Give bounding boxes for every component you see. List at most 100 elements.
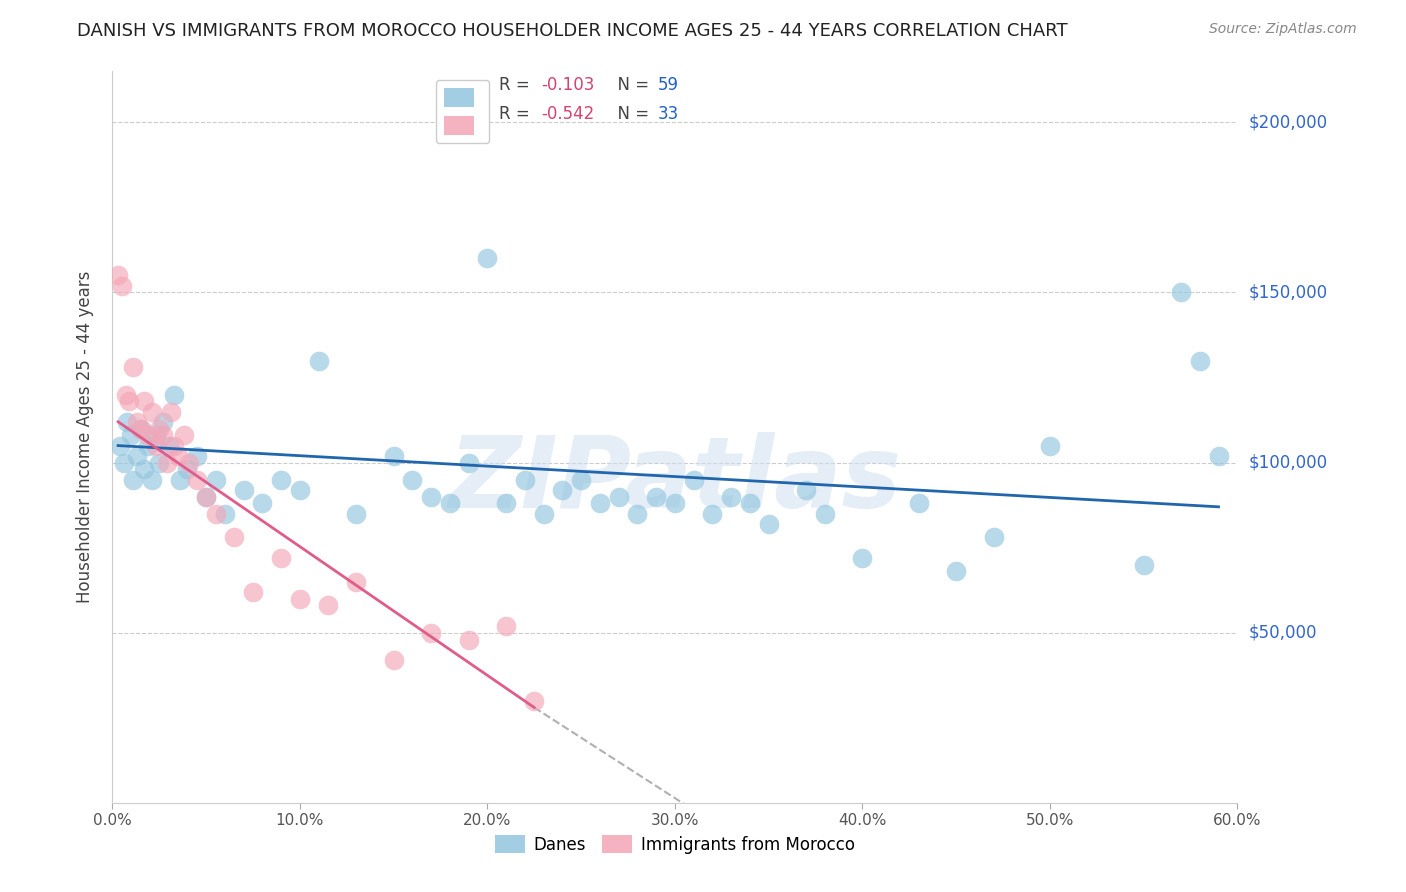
Point [141,404,163,418]
Point [163,439,186,453]
Point [344,507,367,521]
Text: $100,000: $100,000 [1249,454,1327,472]
Point [169,473,191,487]
Point [145,428,167,442]
Text: R =: R = [499,105,536,123]
Point [179,456,201,470]
Point [589,496,612,510]
Point [118,394,141,409]
Point [148,456,170,470]
Point [224,531,246,545]
Point [420,490,443,504]
Point [152,415,174,429]
Point [1132,558,1154,572]
Point [457,632,479,647]
Point [134,462,156,476]
Point [242,585,264,599]
Point [344,574,367,589]
Text: -0.542: -0.542 [541,105,595,123]
Point [136,428,159,442]
Point [477,252,499,266]
Point [186,473,208,487]
Point [129,421,152,435]
Point [720,490,742,504]
Point [117,415,139,429]
Point [1170,285,1192,300]
Text: 59: 59 [658,76,679,94]
Text: N =: N = [607,76,655,94]
Point [533,507,555,521]
Text: $150,000: $150,000 [1249,284,1327,301]
Point [112,456,135,470]
Point [176,462,198,476]
Point [125,449,148,463]
Text: ZIPatlas: ZIPatlas [449,433,901,530]
Point [382,449,405,463]
Point [316,599,339,613]
Point [682,473,704,487]
Point [186,449,208,463]
Text: 33: 33 [658,105,679,123]
Point [108,439,131,453]
Point [114,387,136,401]
Point [495,496,517,510]
Point [204,473,226,487]
Point [495,619,517,633]
Point [173,428,195,442]
Point [167,449,190,463]
Point [270,473,292,487]
Point [232,483,254,497]
Point [983,531,1005,545]
Point [288,483,311,497]
Point [569,473,592,487]
Point [148,421,170,435]
Point [851,550,873,565]
Legend: Danes, Immigrants from Morocco: Danes, Immigrants from Morocco [488,829,862,860]
Point [607,490,630,504]
Point [136,439,159,453]
Point [664,496,686,510]
Point [145,439,167,453]
Point [159,404,181,418]
Point [1188,353,1211,368]
Point [420,625,443,640]
Point [134,394,156,409]
Point [214,507,236,521]
Point [523,694,546,708]
Text: N =: N = [607,105,655,123]
Point [288,591,311,606]
Point [907,496,929,510]
Point [111,278,134,293]
Point [270,550,292,565]
Point [195,490,218,504]
Point [401,473,423,487]
Point [141,473,163,487]
Point [122,473,145,487]
Point [645,490,668,504]
Point [794,483,817,497]
Text: R =: R = [499,76,536,94]
Point [439,496,461,510]
Point [122,360,145,375]
Point [1208,449,1230,463]
Point [107,268,129,283]
Point [945,565,967,579]
Text: DANISH VS IMMIGRANTS FROM MOROCCO HOUSEHOLDER INCOME AGES 25 - 44 YEARS CORRELAT: DANISH VS IMMIGRANTS FROM MOROCCO HOUSEH… [77,22,1069,40]
Point [129,421,152,435]
Point [157,439,180,453]
Point [457,456,479,470]
Text: Source: ZipAtlas.com: Source: ZipAtlas.com [1209,22,1357,37]
Point [120,428,142,442]
Point [308,353,330,368]
Point [125,415,148,429]
Point [152,428,174,442]
Point [551,483,574,497]
Point [156,456,179,470]
Point [738,496,761,510]
Point [163,387,186,401]
Text: $200,000: $200,000 [1249,113,1327,131]
Point [758,516,780,531]
Point [252,496,274,510]
Point [513,473,536,487]
Point [1039,439,1062,453]
